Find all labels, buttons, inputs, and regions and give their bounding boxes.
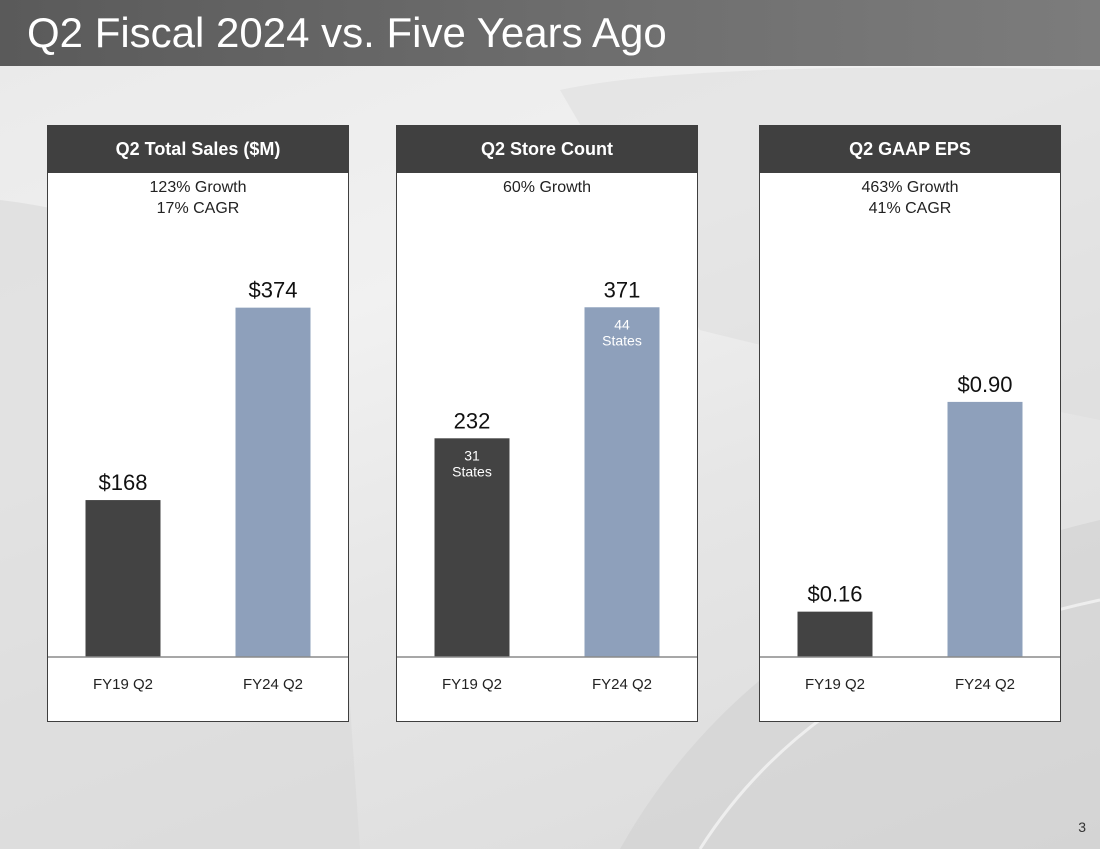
- chart-panel-store-count: Q2 Store Count 60% Growth 232 31 States FY1…: [396, 125, 698, 722]
- chart-subtitle-store-count: 60% Growth: [397, 177, 697, 198]
- bar-fy24: [584, 307, 660, 657]
- bar-inner-label: 44: [614, 316, 630, 332]
- chart-panel-gaap-eps: Q2 GAAP EPS 463% Growth 41% CAGR $0.16 FY…: [759, 125, 1061, 722]
- page-number: 3: [1078, 819, 1086, 835]
- subtitle-line: 17% CAGR: [156, 200, 240, 217]
- bar-fy19: [434, 438, 510, 657]
- bar-inner-label: States: [602, 332, 642, 348]
- category-label: FY24 Q2: [243, 676, 303, 693]
- subtitle-line: 463% Growth: [861, 179, 959, 196]
- data-label: $168: [99, 470, 148, 495]
- subtitle-line: 41% CAGR: [868, 200, 952, 217]
- bar-fy24: [947, 401, 1023, 657]
- page-title: Q2 Fiscal 2024 vs. Five Years Ago: [27, 9, 667, 56]
- category-label: FY19 Q2: [93, 676, 153, 693]
- bar-chart-total-sales: $168 FY19 Q2 $374 FY24 Q2: [48, 278, 348, 693]
- category-label: FY24 Q2: [955, 676, 1015, 693]
- category-label: FY24 Q2: [592, 676, 652, 693]
- chart-subtitle-gaap-eps: 463% Growth 41% CAGR: [760, 177, 1060, 219]
- bar-inner-label: States: [452, 463, 492, 479]
- bar-fy19: [797, 611, 873, 657]
- chart-title-total-sales: Q2 Total Sales ($M): [48, 126, 348, 173]
- chart-panel-total-sales: Q2 Total Sales ($M) 123% Growth 17% CAGR…: [47, 125, 349, 722]
- data-label: $0.16: [807, 582, 862, 607]
- chart-title-gaap-eps: Q2 GAAP EPS: [760, 126, 1060, 173]
- data-label: 232: [454, 408, 491, 433]
- subtitle-line: 60% Growth: [502, 179, 592, 196]
- subtitle-line: 123% Growth: [149, 179, 247, 196]
- bar-inner-label: 31: [464, 447, 480, 463]
- data-label: $0.90: [957, 372, 1012, 397]
- data-label: 371: [604, 277, 641, 302]
- bar-fy19: [85, 500, 161, 657]
- data-label: $374: [249, 278, 298, 303]
- category-label: FY19 Q2: [805, 676, 865, 693]
- bar-fy24: [235, 307, 311, 657]
- category-label: FY19 Q2: [442, 676, 502, 693]
- bar-chart-gaap-eps: $0.16 FY19 Q2 $0.90 FY24 Q2: [760, 372, 1060, 693]
- chart-title-store-count: Q2 Store Count: [397, 126, 697, 173]
- chart-subtitle-total-sales: 123% Growth 17% CAGR: [48, 177, 348, 219]
- title-bar: Q2 Fiscal 2024 vs. Five Years Ago: [0, 0, 1100, 66]
